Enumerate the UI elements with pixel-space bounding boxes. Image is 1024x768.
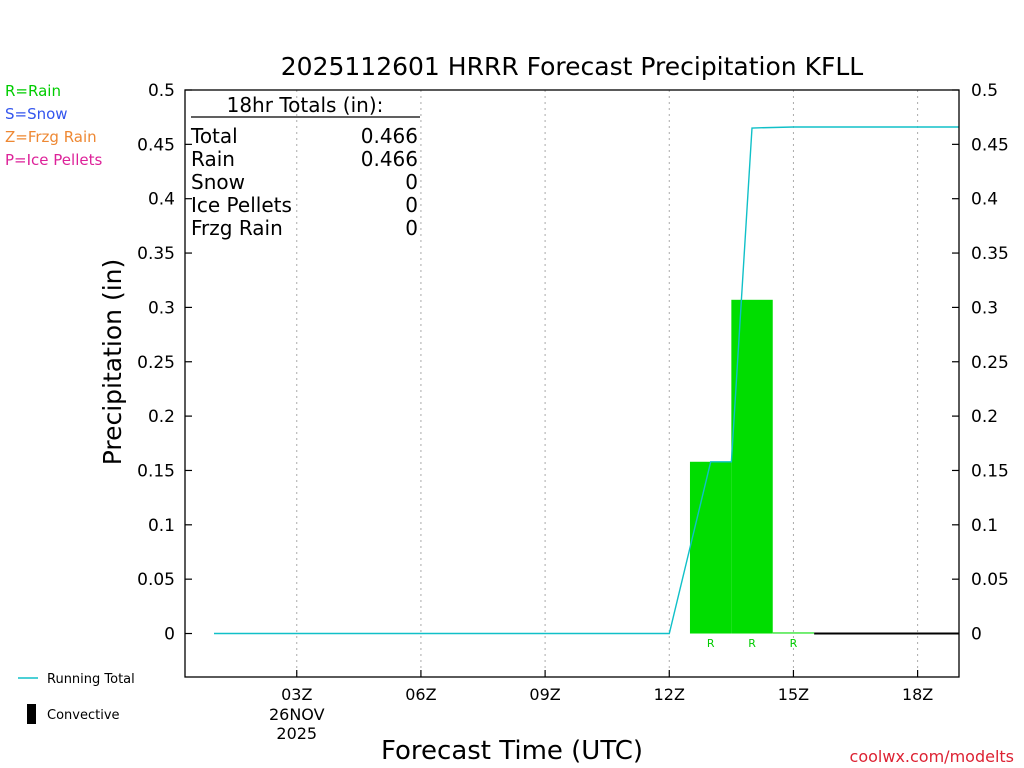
x-axis-label: Forecast Time (UTC) (381, 736, 643, 766)
totals-label-3: Ice Pellets (191, 193, 292, 217)
x-tick-date-0: 26NOV (269, 705, 325, 724)
plot-frame (184, 89, 960, 678)
x-tick-label-5: 18Z (902, 685, 933, 704)
totals-box: 18hr Totals (in): Total 0.466 Rain 0.466 Sno… (190, 93, 420, 240)
y-tick-label-right-9: 0.05 (971, 570, 1009, 590)
ptype-letter-0: R (707, 637, 715, 650)
y-tick-label-left-4: 0.3 (148, 298, 175, 318)
y-tick-label-left-0: 0.5 (148, 81, 175, 101)
ptype-legend: R=Rain S=Snow Z=Frzg Rain P=Ice Pellets (5, 82, 102, 169)
precip-bar-1 (731, 299, 773, 634)
x-tick-year-0: 2025 (276, 724, 317, 743)
totals-value-0: 0.466 (361, 124, 418, 148)
x-tick-label-3: 12Z (654, 685, 685, 704)
y-tick-label-right-10: 0 (971, 625, 982, 645)
totals-rows: Total 0.466 Rain 0.466 Snow 0 Ice Pellets 0 Frzg… (190, 124, 418, 240)
y-tick-label-right-0: 0.5 (971, 81, 998, 101)
totals-heading: 18hr Totals (in): (227, 93, 384, 117)
precip-bar-0 (689, 461, 732, 634)
totals-label-2: Snow (191, 170, 245, 194)
y-axis-left: 0.5 0.45 0.4 0.35 0.3 0.25 0.2 0.15 0.1 0.05 0 (137, 81, 192, 645)
x-tick-label-2: 09Z (529, 685, 560, 704)
ptype-legend-item-0: R=Rain (5, 82, 61, 100)
totals-value-1: 0.466 (361, 147, 418, 171)
y-tick-label-right-4: 0.3 (971, 298, 998, 318)
credit-text: coolwx.com/modelts (850, 747, 1014, 766)
y-tick-label-left-5: 0.25 (137, 353, 175, 373)
running-total-line (214, 126, 959, 635)
legend-label-0: Running Total (47, 672, 135, 687)
totals-value-2: 0 (405, 170, 418, 194)
x-tick-label-4: 15Z (778, 685, 809, 704)
ptype-letter-2: R (790, 637, 798, 650)
legend-swatch-convective (27, 704, 36, 724)
x-tick-label-1: 06Z (405, 685, 436, 704)
y-tick-label-left-2: 0.4 (148, 190, 175, 210)
chart-title: 2025112601 HRRR Forecast Precipitation K… (281, 52, 864, 81)
ptype-legend-item-2: Z=Frzg Rain (5, 128, 97, 146)
y-tick-label-left-1: 0.45 (137, 135, 175, 155)
ptype-legend-item-3: P=Ice Pellets (5, 151, 102, 169)
totals-label-0: Total (190, 124, 238, 148)
y-tick-label-right-3: 0.35 (971, 244, 1009, 264)
ptype-legend-item-1: S=Snow (5, 105, 68, 123)
y-tick-label-left-8: 0.1 (148, 516, 175, 536)
y-axis-right: 0.5 0.45 0.4 0.35 0.3 0.25 0.2 0.15 0.1 0.05 0 (952, 81, 1009, 645)
totals-value-4: 0 (405, 216, 418, 240)
y-tick-label-right-5: 0.25 (971, 353, 1009, 373)
y-tick-label-right-8: 0.1 (971, 516, 998, 536)
totals-value-3: 0 (405, 193, 418, 217)
line-legend: Running Total Convective (18, 672, 135, 724)
y-axis-label: Precipitation (in) (98, 259, 127, 466)
totals-label-4: Frzg Rain (191, 216, 283, 240)
y-tick-label-right-6: 0.2 (971, 407, 998, 427)
y-tick-label-right-1: 0.45 (971, 135, 1009, 155)
y-tick-label-left-9: 0.05 (137, 570, 175, 590)
y-tick-label-left-3: 0.35 (137, 244, 175, 264)
x-tick-label-0: 03Z (281, 685, 312, 704)
y-tick-label-right-7: 0.15 (971, 461, 1009, 481)
bar-series (689, 299, 815, 634)
y-tick-label-left-6: 0.2 (148, 407, 175, 427)
totals-label-1: Rain (191, 147, 235, 171)
y-tick-label-left-7: 0.15 (137, 461, 175, 481)
ptype-letter-1: R (748, 637, 756, 650)
grid-lines (296, 90, 919, 677)
y-tick-label-right-2: 0.4 (971, 190, 998, 210)
precip-bar-2 (772, 632, 815, 634)
legend-label-1: Convective (47, 708, 120, 723)
y-tick-label-left-10: 0 (164, 625, 175, 645)
